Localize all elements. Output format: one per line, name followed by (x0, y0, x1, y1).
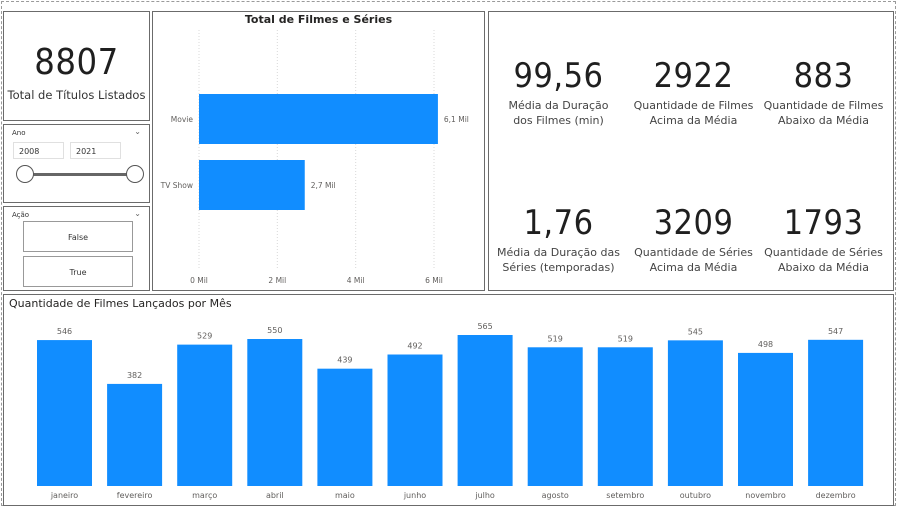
kpi-movies-below-avg: 883 Quantidade de Filmes Abaixo da Média (756, 56, 891, 128)
x-category-label: novembro (745, 491, 786, 500)
bar-data-label: 519 (618, 334, 633, 343)
kpi-series-above-avg: 3209 Quantidade de Séries Acima da Média (626, 203, 761, 275)
year-end-input[interactable]: 2021 (70, 142, 121, 159)
kpi-label: Média da Duração das Séries (temporadas) (497, 246, 620, 274)
bar-data-label: 498 (758, 340, 773, 349)
total-titles-card: 8807 Total de Títulos Listados (3, 11, 150, 121)
chevron-down-icon[interactable]: ⌄ (134, 209, 141, 218)
monthly-bar-chart: 546 janeiro 382 fevereiro 529 março 550 abril 43… (37, 322, 864, 500)
bar-junho (387, 354, 443, 486)
monthly-chart-title: Quantidade de Filmes Lançados por Mês (9, 297, 232, 310)
x-tick-label: 2 Mil (268, 276, 286, 285)
year-slicer-title: Ano (12, 129, 26, 137)
bar-agosto (527, 347, 583, 486)
bar-novembro (738, 352, 793, 486)
bar-data-label: 492 (407, 342, 422, 351)
bar-data-label: 382 (127, 371, 142, 380)
bar-abril (247, 339, 303, 486)
bar-data-label: 6,1 Mil (444, 115, 469, 124)
monthly-bar-chart-card: Quantidade de Filmes Lançados por Mês 54… (3, 294, 894, 506)
bar-fevereiro (107, 383, 163, 486)
x-tick-label: 6 Mil (425, 276, 443, 285)
bar-julho (457, 335, 513, 486)
x-category-label: dezembro (816, 491, 856, 500)
total-titles-label: Total de Títulos Listados (7, 88, 146, 102)
bar-setembro (597, 347, 653, 486)
bar-data-label: 519 (548, 334, 563, 343)
year-slider-track[interactable] (24, 173, 139, 176)
kpi-series-avg-duration: 1,76 Média da Duração das Séries (tempora… (491, 203, 626, 275)
y-category-label: TV Show (160, 181, 193, 190)
kpi-value: 883 (793, 56, 854, 96)
kpi-label: Média da Duração dos Filmes (min) (508, 99, 609, 127)
kpi-panel: 99,56 Média da Duração dos Filmes (min) 2… (488, 11, 894, 291)
bar-maio (317, 368, 373, 486)
bar-data-label: 2,7 Mil (311, 181, 336, 190)
kpi-movie-avg-duration: 99,56 Média da Duração dos Filmes (min) (491, 56, 626, 128)
kpi-series-below-avg: 1793 Quantidade de Séries Abaixo da Média (756, 203, 891, 275)
chevron-down-icon[interactable]: ⌄ (134, 127, 141, 136)
bar-data-label: 547 (828, 327, 843, 336)
action-slicer: Ação ⌄ False True (3, 206, 150, 291)
bar-março (177, 344, 233, 486)
year-slider-start-handle[interactable] (16, 165, 34, 183)
x-tick-label: 0 Mil (190, 276, 208, 285)
type-chart-title: Total de Filmes e Séries (244, 13, 393, 26)
bar-janeiro (37, 340, 92, 486)
kpi-movies-above-avg: 2922 Quantidade de Filmes Acima da Média (626, 56, 761, 128)
year-start-input[interactable]: 2008 (13, 142, 64, 159)
kpi-value: 1,76 (523, 203, 594, 243)
action-option-true[interactable]: True (23, 256, 133, 287)
x-tick-label: 4 Mil (347, 276, 365, 285)
bar-data-label: 529 (197, 332, 212, 341)
bar-outubro (667, 340, 723, 486)
year-slider-end-handle[interactable] (126, 165, 144, 183)
kpi-value: 3209 (653, 203, 734, 243)
type-bar-chart-card: Total de Filmes e Séries 0 Mil 2 Mil 4 Mil… (152, 11, 485, 291)
x-category-label: janeiro (50, 491, 78, 500)
bar-data-label: 565 (477, 322, 492, 331)
bar-data-label: 550 (267, 326, 282, 335)
bar-data-label: 439 (337, 356, 352, 365)
x-category-label: setembro (606, 491, 644, 500)
bar-tv-show (199, 160, 305, 210)
kpi-label: Quantidade de Filmes Abaixo da Média (763, 99, 884, 127)
type-bar-chart: 0 Mil 2 Mil 4 Mil 6 Mil Movie 6,1 Mil TV Show 2… (160, 30, 469, 285)
action-slicer-title: Ação (12, 211, 30, 219)
bar-data-label: 546 (57, 327, 72, 336)
y-category-label: Movie (171, 115, 194, 124)
x-category-label: julho (474, 491, 495, 500)
kpi-value: 2922 (653, 56, 734, 96)
action-option-false[interactable]: False (23, 221, 133, 252)
kpi-label: Quantidade de Filmes Acima da Média (633, 99, 754, 127)
total-titles-value: 8807 (34, 42, 119, 83)
x-category-label: maio (335, 491, 355, 500)
x-category-label: fevereiro (117, 491, 153, 500)
x-category-label: outubro (680, 491, 711, 500)
bar-data-label: 545 (688, 327, 703, 336)
bar-movie (199, 94, 438, 144)
kpi-label: Quantidade de Séries Acima da Média (634, 246, 753, 274)
x-category-label: março (192, 491, 217, 500)
x-category-label: junho (403, 491, 426, 500)
year-slicer: Ano ⌄ 2008 2021 (3, 124, 150, 203)
kpi-label: Quantidade de Séries Abaixo da Média (764, 246, 883, 274)
x-category-label: agosto (542, 491, 569, 500)
x-category-label: abril (266, 491, 284, 500)
kpi-value: 99,56 (513, 56, 604, 96)
kpi-value: 1793 (783, 203, 864, 243)
bar-dezembro (808, 339, 864, 486)
